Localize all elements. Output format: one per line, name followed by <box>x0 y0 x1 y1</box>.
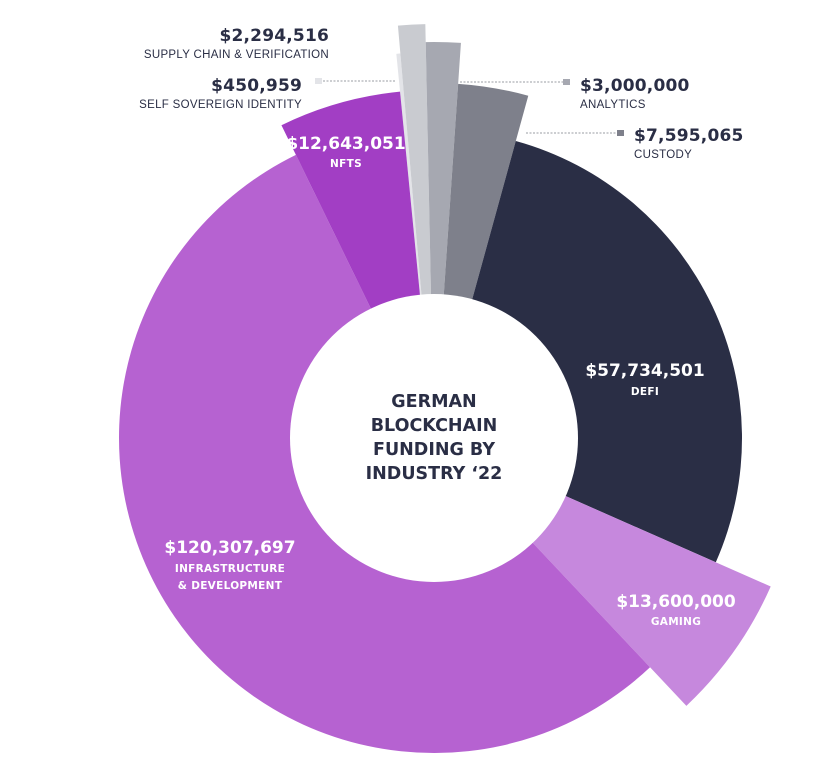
wedge-ssi <box>396 53 424 319</box>
label-gaming: $13,600,000 GAMING <box>616 592 736 628</box>
wedge-defi <box>465 141 742 563</box>
chart-title: GERMAN BLOCKCHAIN FUNDING BY INDUSTRY ‘2… <box>366 392 503 484</box>
value-label-custody: $7,595,065 <box>634 126 744 146</box>
value-label-ssi: $450,959 <box>211 76 302 96</box>
label-defi: $57,734,501 DEFI <box>585 361 704 398</box>
category-label-supply: SUPPLY CHAIN & VERIFICATION <box>144 49 329 61</box>
label-infra: $120,307,697 INFRASTRUCTURE & DEVELOPMEN… <box>164 538 295 592</box>
label-ssi: $450,959 SELF SOVEREIGN IDENTITY <box>139 76 302 111</box>
title-line-3: FUNDING BY <box>373 440 495 460</box>
category-label-gaming: GAMING <box>651 616 701 628</box>
category-label-infra-line1: INFRASTRUCTURE <box>175 563 285 575</box>
wedge-gaming <box>516 486 771 706</box>
value-label-gaming: $13,600,000 <box>616 592 736 612</box>
category-label-infra-line2: & DEVELOPMENT <box>178 580 283 592</box>
category-label-ssi: SELF SOVEREIGN IDENTITY <box>139 99 302 111</box>
center-hole <box>290 294 578 582</box>
value-label-nfts: $12,643,051 <box>286 134 405 154</box>
wedge-infra <box>119 154 651 754</box>
marker-ssi <box>315 78 322 84</box>
wedge-analytics <box>425 42 461 319</box>
label-supply: $2,294,516 SUPPLY CHAIN & VERIFICATION <box>144 26 329 61</box>
label-nfts: $12,643,051 NFTS <box>286 134 405 170</box>
leader-custody <box>526 130 624 136</box>
leader-ssi <box>315 78 396 84</box>
value-label-defi: $57,734,501 <box>585 361 704 381</box>
value-label-supply: $2,294,516 <box>219 26 329 46</box>
wedge-custody <box>442 83 529 323</box>
wedge-supply <box>397 24 432 319</box>
leader-analytics <box>460 79 570 85</box>
value-label-infra: $120,307,697 <box>164 538 295 558</box>
category-label-defi: DEFI <box>631 386 659 398</box>
title-line-2: BLOCKCHAIN <box>371 416 498 436</box>
wedges-group <box>119 24 771 754</box>
title-line-1: GERMAN <box>391 392 476 412</box>
marker-analytics <box>563 79 570 85</box>
label-analytics: $3,000,000 ANALYTICS <box>580 76 690 111</box>
value-label-analytics: $3,000,000 <box>580 76 690 96</box>
category-label-custody: CUSTODY <box>634 149 692 161</box>
wedge-nfts <box>281 91 423 331</box>
category-label-nfts: NFTS <box>330 158 362 170</box>
title-line-4: INDUSTRY ‘22 <box>366 464 503 484</box>
marker-custody <box>617 130 624 136</box>
label-custody: $7,595,065 CUSTODY <box>634 126 744 161</box>
category-label-analytics: ANALYTICS <box>580 99 646 111</box>
